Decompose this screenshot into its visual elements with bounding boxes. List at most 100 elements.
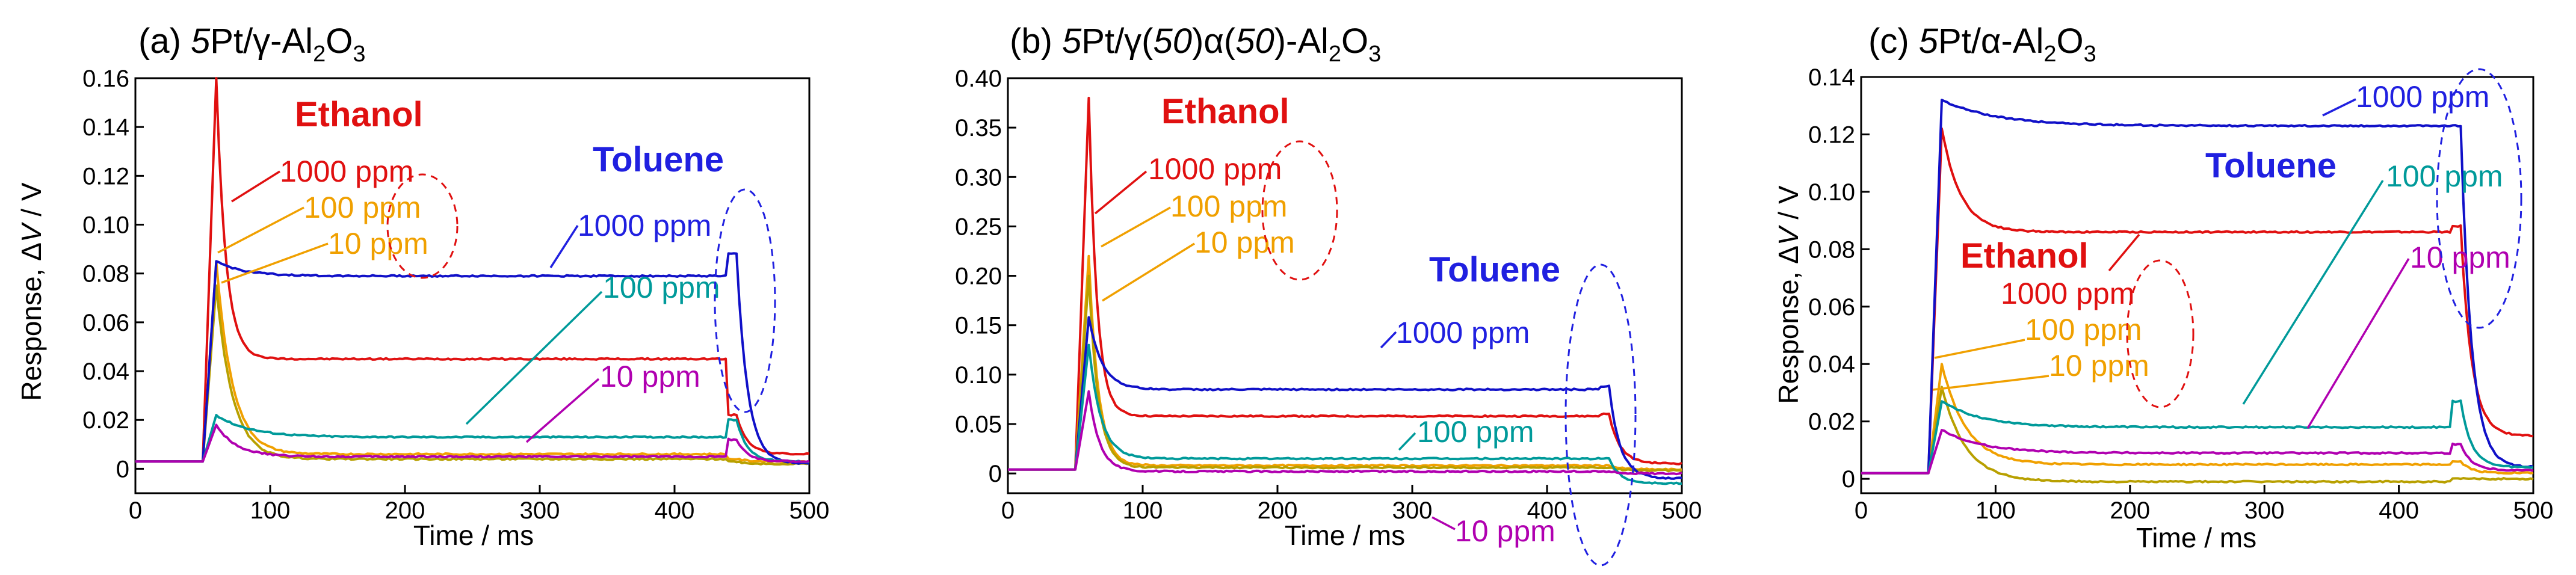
panel-b-e100-arrow	[1101, 206, 1171, 248]
panel-b-t1000-arrow	[1380, 331, 1397, 349]
series-toluene-10-ppm	[1008, 390, 1682, 476]
panel-a-t100-arrow	[465, 291, 603, 425]
y-tick-label: 0.16	[82, 66, 129, 92]
panel-c-t10-label: 10 ppm	[2410, 241, 2510, 274]
y-tick-label: 0.40	[955, 66, 1002, 92]
panel-a-e1000-label: 1000 ppm	[280, 155, 413, 188]
panel-c-ethanol-label: Ethanol	[1960, 236, 2089, 275]
panel-a-t1000-arrow	[549, 225, 579, 268]
y-tick-label: 0.04	[82, 358, 129, 385]
series-toluene-1000-ppm	[1861, 99, 2534, 475]
panel-b-ethanol-label: Ethanol	[1161, 92, 1290, 131]
y-tick-label: 0	[116, 456, 129, 482]
panel-a-e1000-arrow	[231, 170, 280, 203]
y-tick-label: 0.08	[82, 261, 129, 288]
panel-c-series	[1861, 99, 2534, 484]
panel-a-series	[135, 77, 810, 466]
y-tick-label: 0.12	[82, 163, 129, 189]
panel-c-toluene-label: Toluene	[2205, 146, 2337, 185]
y-tick-label: 0.10	[1808, 179, 1855, 206]
panel-a-e100-arrow	[217, 206, 304, 254]
panel-a-e10-label: 10 ppm	[328, 227, 428, 260]
y-tick-label: 0.14	[82, 114, 129, 141]
panel-a-e100-label: 100 ppm	[304, 191, 421, 224]
panel-c-e1000-label: 1000 ppm	[2001, 277, 2134, 310]
panel-b-e100-label: 100 ppm	[1170, 189, 1288, 223]
panel-a-t1000-label: 1000 ppm	[578, 209, 711, 242]
series-ethanol-10-ppm	[135, 284, 810, 466]
panel-c-e1000-arrow	[2108, 233, 2140, 272]
panel-b-t10-arrow	[1432, 516, 1456, 530]
x-tick-label: 100	[250, 497, 291, 524]
panel-b-xlabel: Time / ms	[1285, 520, 1405, 551]
series-ethanol-1000-ppm	[135, 77, 810, 463]
x-tick-label: 300	[520, 497, 560, 524]
x-tick-label: 500	[789, 497, 830, 524]
x-tick-label: 500	[1662, 497, 1702, 524]
panel-c-t1000-label: 1000 ppm	[2356, 80, 2489, 114]
x-tick-label: 0	[129, 497, 142, 524]
panel-b-t10-label: 10 ppm	[1455, 514, 1555, 548]
x-tick-label: 400	[1527, 497, 1568, 524]
panel-c-toluene-ellipse	[2436, 68, 2522, 329]
y-tick-label: 0.15	[955, 313, 1002, 339]
y-tick-label: 0.12	[1808, 121, 1855, 148]
y-tick-label: 0.10	[955, 362, 1002, 389]
series-toluene-10-ppm	[135, 423, 810, 463]
series-toluene-1000-ppm	[135, 252, 810, 465]
panel-a-axes: 0 100 200 300 400 500 0 0.02 0.04 0.06 0.08 0.10 0.1…	[82, 66, 829, 524]
panel-b-toluene-label: Toluene	[1429, 250, 1560, 289]
panel-c-t1000-arrow	[2322, 98, 2356, 117]
panel-a-ethanol-label: Ethanol	[295, 95, 423, 134]
y-tick-label: 0	[1842, 466, 1855, 493]
panel-b-series	[1008, 96, 1682, 485]
x-tick-label: 200	[2110, 497, 2150, 524]
panel-c-e10-arrow	[1932, 375, 2049, 391]
series-ethanol-100-ppm	[1008, 254, 1682, 472]
y-tick-label: 0.35	[955, 115, 1002, 141]
panel-c-t100-arrow	[2242, 180, 2384, 405]
panel-a-title: (a) 5Pt/γ-Al2O3	[138, 22, 365, 67]
panel-a-ethanol-ellipse	[386, 173, 459, 279]
panel-a-e10-arrow	[221, 242, 329, 284]
x-tick-label: 300	[1392, 497, 1433, 524]
x-tick-label: 300	[2244, 497, 2285, 524]
y-tick-label: 0.02	[82, 407, 129, 434]
panel-c-t10-arrow	[2306, 258, 2410, 429]
y-tick-label: 0.02	[1808, 409, 1855, 435]
y-tick-label: 0.08	[1808, 236, 1855, 263]
y-tick-label: 0.04	[1808, 351, 1855, 378]
series-toluene-100-ppm	[1008, 343, 1682, 485]
series-ethanol-1000-ppm	[1008, 96, 1682, 471]
plot-frame	[134, 77, 811, 494]
panel-b: (b) 5Pt/γ(50)α(50)-Al2O3 Time / ms 0 100 2…	[955, 22, 1702, 567]
y-tick-label: 0.14	[1808, 64, 1855, 91]
y-tick-label: 0.06	[82, 310, 129, 336]
y-tick-label: 0.25	[955, 214, 1002, 240]
plot-frame	[1007, 77, 1683, 494]
series-toluene-100-ppm	[135, 414, 810, 464]
panel-c: (c) 5Pt/α-Al2O3 Response, ΔV / V Time / …	[1773, 22, 2553, 553]
panel-c-e100-arrow	[1934, 339, 2025, 359]
series-ethanol-1000-ppm	[1861, 127, 2534, 475]
y-tick-label: 0.10	[82, 212, 129, 239]
panel-c-ylabel: Response, ΔV / V	[1773, 185, 1804, 404]
panel-a: (a) 5Pt/γ-Al2O3 Response, ΔV / V Time / …	[16, 22, 829, 551]
panel-c-title: (c) 5Pt/α-Al2O3	[1868, 22, 2096, 67]
panel-b-ethanol-ellipse	[1261, 140, 1338, 281]
panel-a-toluene-label: Toluene	[593, 140, 724, 179]
x-tick-label: 100	[1975, 497, 2016, 524]
panel-c-ethanol-ellipse	[2126, 259, 2195, 408]
y-tick-label: 0.30	[955, 164, 1002, 191]
y-tick-label: 0.20	[955, 263, 1002, 290]
panel-b-e10-label: 10 ppm	[1194, 226, 1295, 259]
panel-a-t10-label: 10 ppm	[600, 360, 700, 393]
x-tick-label: 400	[2379, 497, 2419, 524]
panel-c-e100-label: 100 ppm	[2025, 313, 2142, 346]
x-tick-label: 500	[2513, 497, 2554, 524]
panel-a-t100-label: 100 ppm	[603, 271, 720, 304]
series-ethanol-10-ppm	[1861, 386, 2534, 484]
panel-b-t100-arrow	[1398, 432, 1416, 451]
y-tick-label: 0	[989, 461, 1002, 487]
